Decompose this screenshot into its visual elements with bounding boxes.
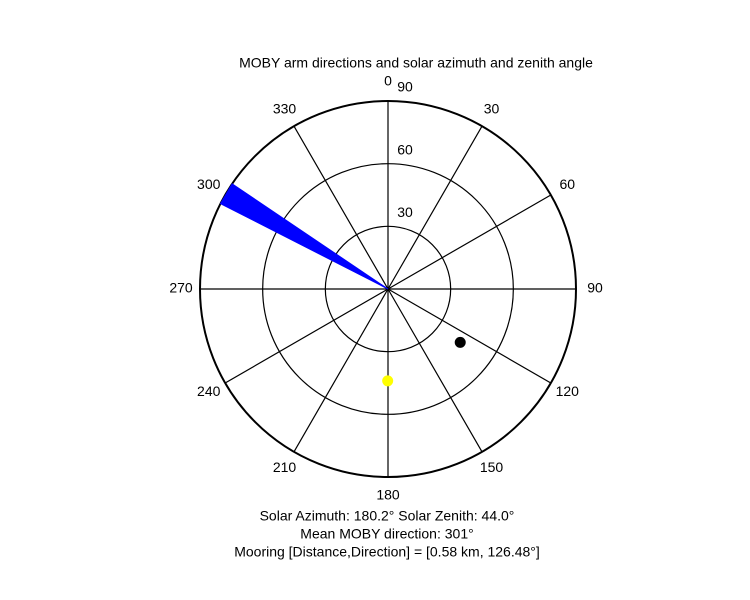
r-tick-label: 90 [397,79,413,95]
point [454,336,466,348]
theta-tick-label: 210 [273,459,297,475]
spoke [387,288,552,384]
theta-tick-label: 150 [480,459,504,475]
theta-tick-label: 90 [587,280,603,296]
chart-title: MOBY arm directions and solar azimuth an… [239,55,593,71]
r-tick-label: 30 [397,204,413,220]
ring [199,100,577,478]
ring [324,225,452,353]
theta-tick-label: 330 [273,100,297,116]
theta-tick-label: 270 [169,280,193,296]
theta-tick-label: 30 [484,100,500,116]
spoke [387,125,483,290]
theta-tick-label: 300 [197,176,221,192]
spoke [293,125,389,290]
theta-tick-label: 240 [197,383,221,399]
annotation: Mooring [Distance,Direction] = [0.58 km,… [234,544,540,560]
theta-tick-label: 60 [559,176,575,192]
spoke [387,194,552,290]
ring [262,163,514,415]
arm-wedge [219,183,389,290]
r-tick-label: 60 [397,141,413,157]
spoke [387,288,483,453]
theta-tick-label: 180 [376,487,400,503]
theta-tick-label: 120 [556,383,580,399]
point [382,375,394,387]
spoke [293,288,389,453]
annotation: Mean MOBY direction: 301° [300,526,473,542]
theta-tick-label: 0 [384,73,392,89]
spoke [224,288,389,384]
annotation: Solar Azimuth: 180.2° Solar Zenith: 44.0… [260,508,515,524]
